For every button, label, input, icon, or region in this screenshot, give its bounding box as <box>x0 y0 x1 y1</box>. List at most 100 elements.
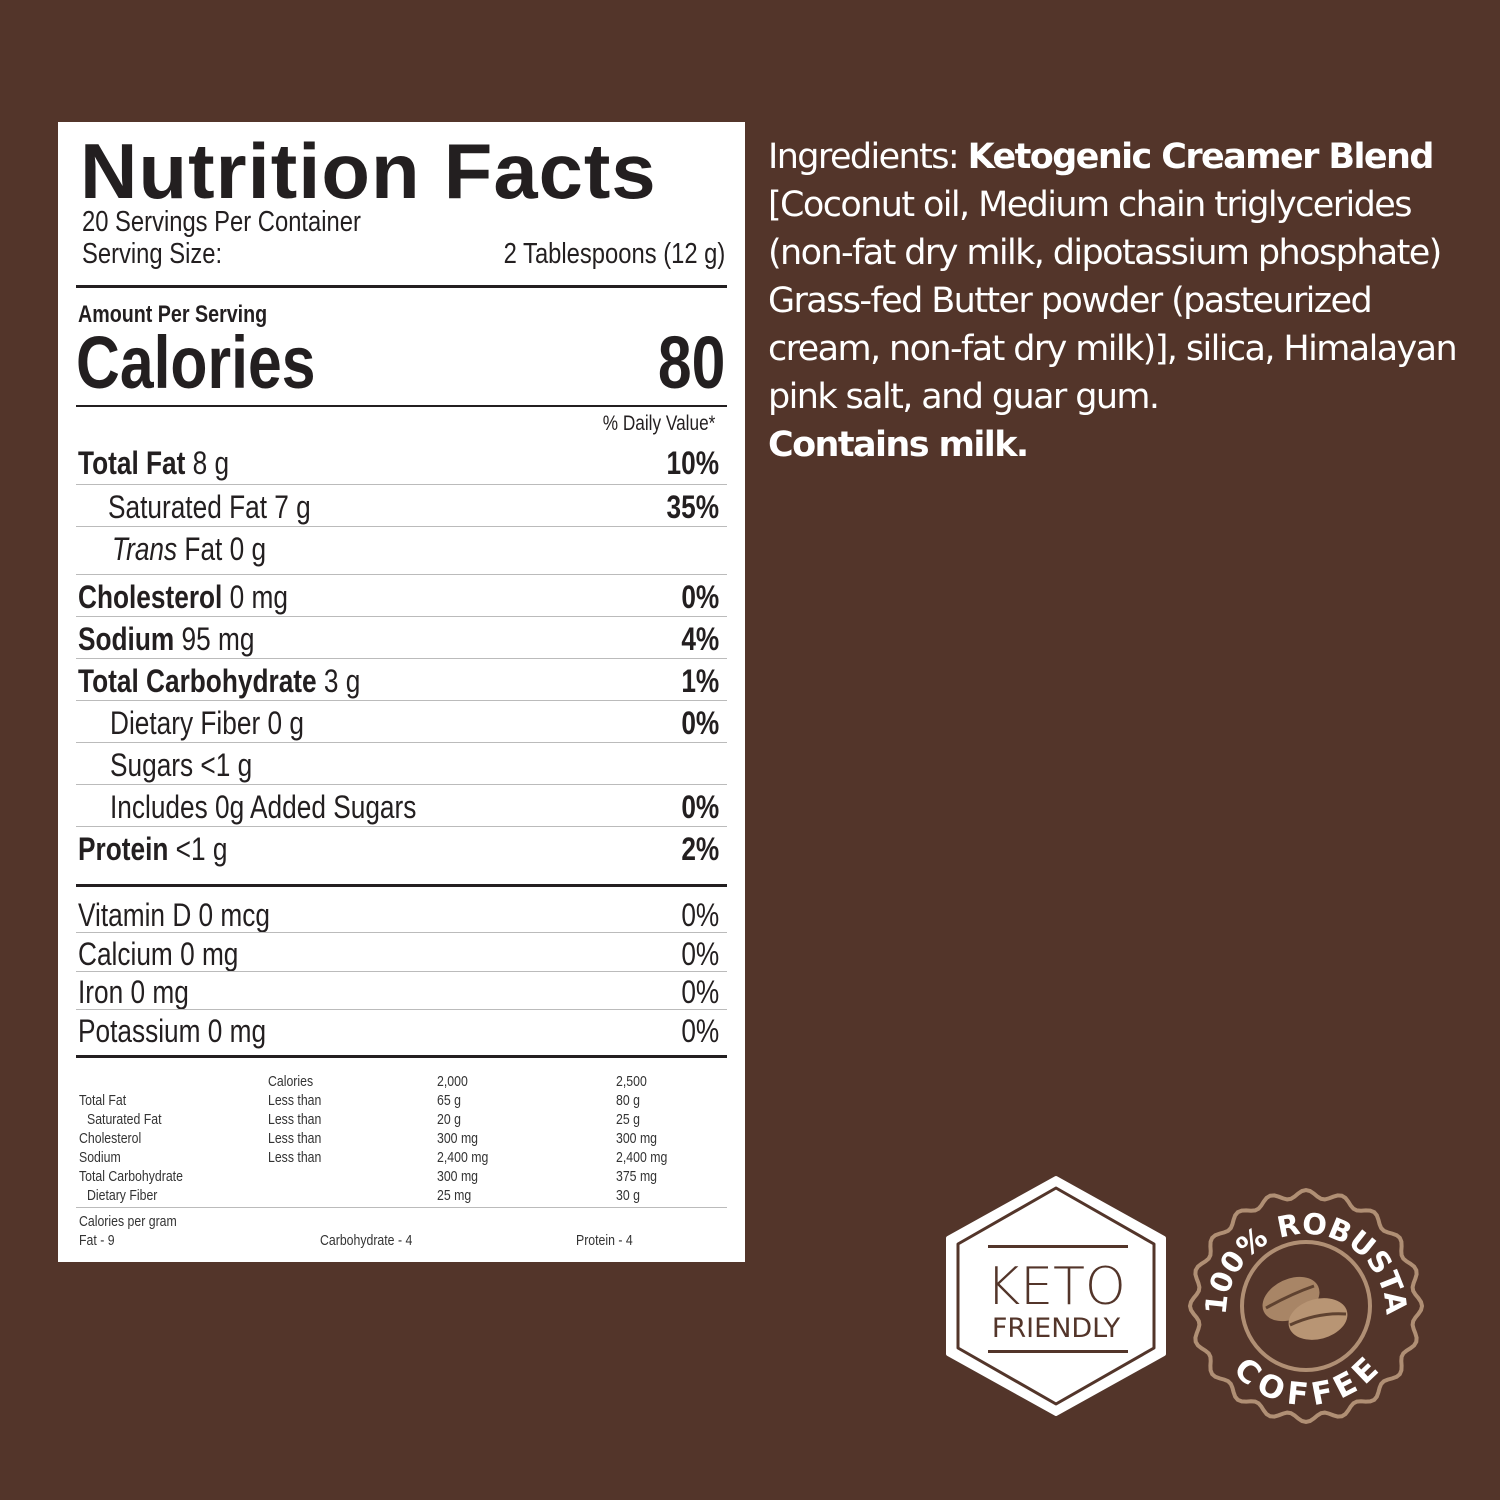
robusta-coffee-seal: 100% ROBUSTA COFFEE <box>1187 1187 1425 1425</box>
nutrient-daily-value: 4% <box>681 621 719 657</box>
footnote-cell: 375 mg <box>616 1168 658 1185</box>
nutrient-amount: 3 g <box>323 663 361 699</box>
vitamin-name: Potassium 0 mg <box>78 1013 267 1049</box>
nutrient-row: Total Fat 8 g 10% <box>78 443 719 483</box>
nutrient-name: Sodium <box>78 621 175 657</box>
footnote-cell: 25 g <box>616 1111 640 1128</box>
divider <box>76 616 727 617</box>
divider <box>76 526 727 527</box>
nutrient-row: Sodium 95 mg 4% <box>78 619 719 659</box>
divider <box>76 1207 727 1208</box>
keto-text: KETO <box>986 1257 1126 1317</box>
nutrient-amount: 0 g <box>229 531 267 567</box>
coffee-beans-icon <box>1262 1276 1348 1340</box>
nutrient-amount: <1 g <box>175 831 228 867</box>
vitamin-daily-value: 0% <box>681 936 719 972</box>
nutrient-name: Saturated Fat <box>108 489 267 525</box>
vitamin-row: Calcium 0 mg 0% <box>78 934 719 974</box>
vitamin-name: Iron 0 mg <box>78 974 189 1010</box>
nutrient-row: Sugars <1 g <box>78 745 719 785</box>
vitamin-row: Potassium 0 mg 0% <box>78 1011 719 1051</box>
nutrient-daily-value: 0% <box>681 705 719 741</box>
divider <box>76 932 727 933</box>
footnote-cell: 2,500 <box>616 1073 647 1090</box>
footnote-cell: Sodium <box>79 1149 121 1166</box>
footnote-cell: 300 mg <box>437 1168 479 1185</box>
nutrient-name: Total Carbohydrate <box>78 663 317 699</box>
divider <box>76 884 727 887</box>
nutrient-row: Trans Fat 0 g <box>78 529 719 569</box>
servings-per-container: 20 Servings Per Container <box>82 206 361 238</box>
divider <box>76 742 727 743</box>
nutrient-row: Dietary Fiber 0 g 0% <box>78 703 719 743</box>
footnote-cell: Saturated Fat <box>87 1111 162 1128</box>
footnote-cell: Less than <box>268 1130 322 1147</box>
nutrient-amount: 0 mg <box>229 579 288 615</box>
nutrient-amount: 7 g <box>274 489 311 525</box>
vitamin-daily-value: 0% <box>681 897 719 933</box>
vitamin-row: Iron 0 mg 0% <box>78 972 719 1012</box>
divider <box>76 826 727 827</box>
nutrient-row: Cholesterol 0 mg 0% <box>78 577 719 617</box>
nutrient-amount: 8 g <box>192 445 230 481</box>
nutrient-daily-value: 1% <box>681 663 719 699</box>
vitamin-name: Vitamin D 0 mcg <box>78 897 271 933</box>
nutrient-name: Total Fat <box>78 445 186 481</box>
footnote-cell: 80 g <box>616 1092 640 1109</box>
footnote-cell: 20 g <box>437 1111 461 1128</box>
nutrient-name: Dietary Fiber <box>110 705 261 741</box>
divider <box>76 658 727 659</box>
cpg-carbohydrate: Carbohydrate - 4 <box>320 1232 413 1249</box>
divider <box>76 784 727 785</box>
divider <box>76 1009 727 1010</box>
nutrient-amount: 0 g <box>267 705 304 741</box>
nutrition-facts-label: Nutrition Facts 20 Servings Per Containe… <box>58 122 745 1262</box>
divider <box>76 285 727 288</box>
footnote-cell: 30 g <box>616 1187 640 1204</box>
nutrient-row: Saturated Fat 7 g 35% <box>78 487 719 527</box>
amount-per-serving: Amount Per Serving <box>78 301 268 328</box>
footnote-cell: 2,400 mg <box>437 1149 489 1166</box>
footnote-cell: 2,400 mg <box>616 1149 668 1166</box>
nutrient-daily-value: 0% <box>681 789 719 825</box>
nutrient-name: Includes 0g Added Sugars <box>110 789 417 825</box>
divider <box>76 1055 727 1058</box>
nutrient-name: Trans <box>112 531 178 567</box>
footnote-cell: Less than <box>268 1092 322 1109</box>
divider <box>76 574 727 575</box>
footnote-cell: Less than <box>268 1111 322 1128</box>
label-title: Nutrition Facts <box>80 127 657 215</box>
nutrient-row: Protein <1 g 2% <box>78 829 719 869</box>
keto-friendly-badge: KETO FRIENDLY <box>946 1176 1166 1416</box>
nutrient-amount: <1 g <box>200 747 253 783</box>
nutrient-daily-value: 2% <box>681 831 719 867</box>
nutrient-name: Cholesterol <box>78 579 223 615</box>
nutrient-daily-value: 0% <box>681 579 719 615</box>
serving-size-label: Serving Size: <box>82 238 223 270</box>
nutrient-name: Protein <box>78 831 169 867</box>
calories-value: 80 <box>657 321 725 404</box>
nutrient-row: Includes 0g Added Sugars 0% <box>78 787 719 827</box>
vitamin-row: Vitamin D 0 mcg 0% <box>78 895 719 935</box>
calories-per-gram: Calories per gram <box>79 1213 177 1230</box>
nutrient-amount: 95 mg <box>181 621 255 657</box>
cpg-protein: Protein - 4 <box>576 1232 633 1249</box>
vitamin-daily-value: 0% <box>681 1013 719 1049</box>
footnote-cell: 25 mg <box>437 1187 472 1204</box>
cpg-fat: Fat - 9 <box>79 1232 115 1249</box>
divider <box>76 971 727 972</box>
footnote-cell: 300 mg <box>616 1130 658 1147</box>
footnote-cell: Cholesterol <box>79 1130 142 1147</box>
nutrient-row: Total Carbohydrate 3 g 1% <box>78 661 719 701</box>
footnote-cell: Total Carbohydrate <box>79 1168 183 1185</box>
nutrient-name: Sugars <box>110 747 194 783</box>
ingredients-text: Ingredients: Ketogenic Creamer Blend [Co… <box>768 137 1458 465</box>
footnote-cell: Less than <box>268 1149 322 1166</box>
footnote-cell: 2,000 <box>437 1073 468 1090</box>
footnote-cell: Total Fat <box>79 1092 127 1109</box>
footnote-cell: 65 g <box>437 1092 461 1109</box>
nutrient-daily-value: 10% <box>666 445 719 481</box>
daily-value-header: % Daily Value* <box>602 412 715 435</box>
divider <box>76 700 727 701</box>
footnote-cell: Dietary Fiber <box>87 1187 158 1204</box>
